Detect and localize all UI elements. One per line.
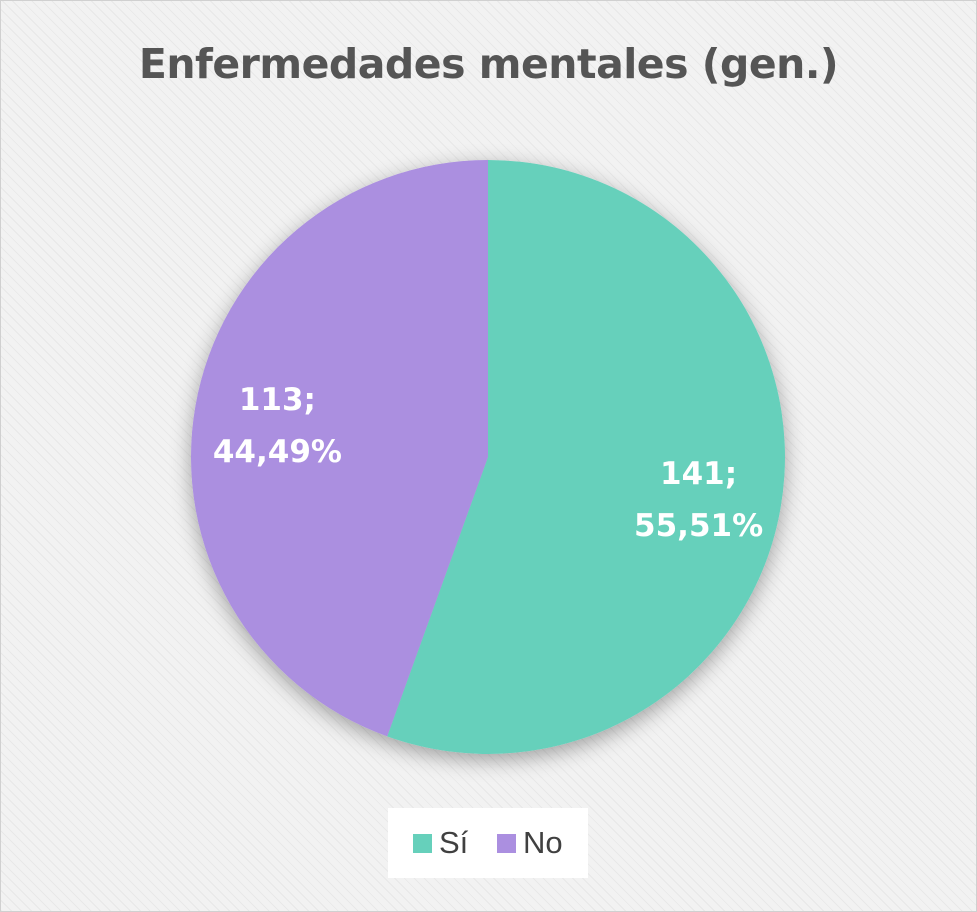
pie-slices (190, 160, 785, 755)
legend: Sí No (388, 808, 588, 878)
legend-item-no[interactable]: No (497, 808, 563, 878)
legend-swatch-si (413, 833, 432, 853)
legend-swatch-no (497, 833, 516, 853)
data-label-si: 141; 55,51% (634, 456, 763, 544)
chart-title: Enfermedades mentales (gen.) (138, 40, 839, 88)
data-labels: 141; 55,51% 113; 44,49% (213, 382, 763, 544)
legend-item-si[interactable]: Sí (413, 808, 468, 878)
data-label-no: 113; 44,49% (213, 382, 342, 470)
pie-slice-si[interactable] (387, 160, 785, 755)
legend-label-si: Sí (439, 825, 469, 860)
pie-slice-no[interactable] (190, 160, 488, 737)
legend-label-no: No (523, 825, 563, 860)
